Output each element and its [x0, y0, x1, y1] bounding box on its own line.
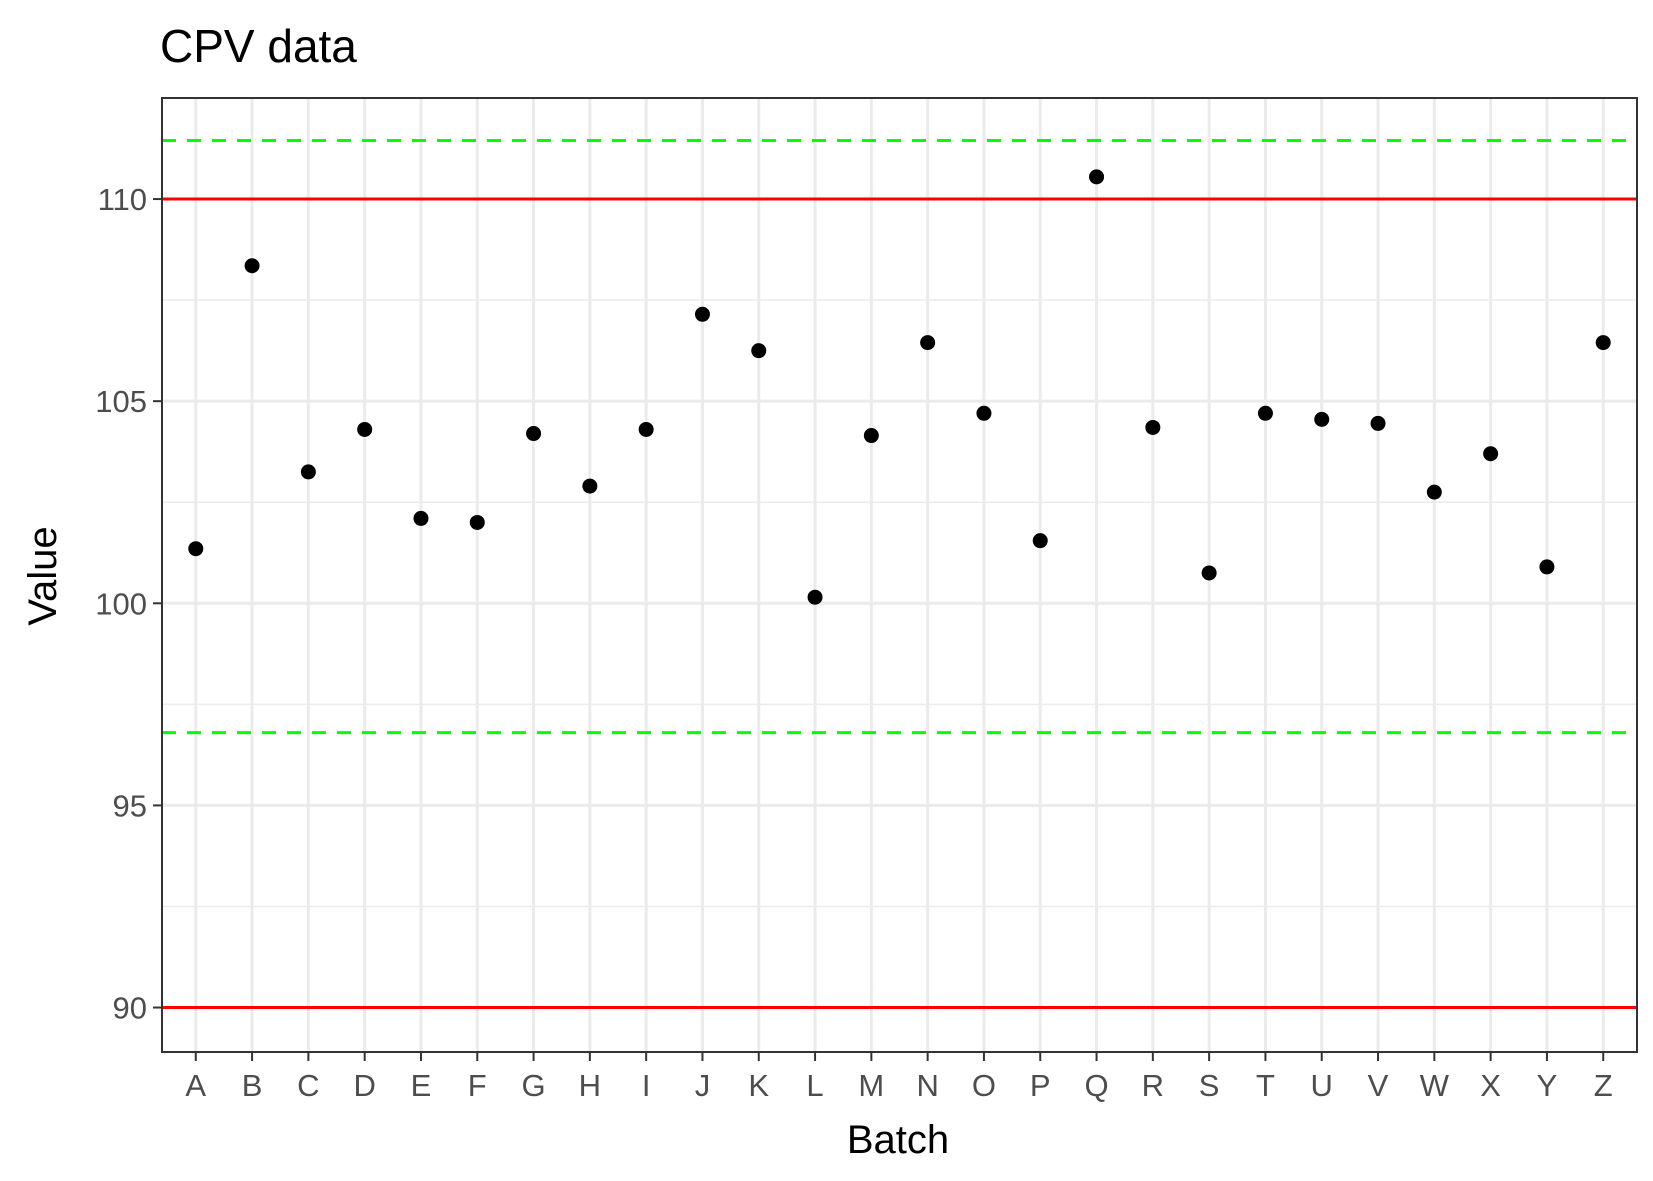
- data-point-T: [1257, 405, 1273, 421]
- x-tick-label: D: [353, 1068, 375, 1103]
- x-tick-label: K: [748, 1068, 769, 1103]
- data-point-O: [976, 405, 992, 421]
- data-points: [188, 169, 1611, 605]
- x-tick-label: A: [185, 1068, 206, 1103]
- chart-title: CPV data: [160, 20, 357, 72]
- x-tick-label: H: [579, 1068, 601, 1103]
- data-point-J: [694, 306, 710, 322]
- x-tick-label: G: [522, 1068, 546, 1103]
- grid: [162, 98, 1637, 1052]
- data-point-S: [1201, 565, 1217, 581]
- x-tick-label: N: [916, 1068, 938, 1103]
- x-tick-label: C: [297, 1068, 319, 1103]
- y-tick-label: 95: [113, 788, 147, 823]
- data-point-V: [1370, 415, 1386, 431]
- x-tick-label: E: [411, 1068, 432, 1103]
- x-tick-label: T: [1256, 1068, 1275, 1103]
- data-point-L: [807, 589, 823, 605]
- data-point-K: [751, 343, 767, 359]
- data-point-M: [863, 428, 879, 444]
- y-axis: 90 95 100 105 110: [95, 182, 162, 1026]
- reference-lines: [162, 138, 1637, 1010]
- x-axis-title: Batch: [847, 1118, 949, 1162]
- panel-border: [161, 97, 1638, 1053]
- x-tick-label: Q: [1084, 1068, 1108, 1103]
- data-point-Z: [1595, 335, 1611, 351]
- x-tick-label: V: [1368, 1068, 1389, 1103]
- x-tick-label: W: [1420, 1068, 1450, 1103]
- data-point-B: [244, 258, 260, 274]
- data-point-Q: [1089, 169, 1105, 185]
- y-axis-title: Value: [21, 526, 65, 625]
- x-tick-label: R: [1142, 1068, 1164, 1103]
- x-tick-label: U: [1311, 1068, 1333, 1103]
- data-point-P: [1032, 533, 1048, 549]
- x-tick-label: B: [242, 1068, 263, 1103]
- data-point-U: [1314, 411, 1330, 427]
- x-tick-label: I: [642, 1068, 651, 1103]
- data-point-Y: [1539, 559, 1555, 575]
- data-point-D: [357, 421, 373, 437]
- y-tick-label: 105: [95, 384, 147, 419]
- data-point-A: [188, 541, 204, 557]
- data-point-R: [1145, 419, 1161, 435]
- data-point-C: [300, 464, 316, 480]
- x-tick-label: M: [858, 1068, 884, 1103]
- data-point-N: [920, 335, 936, 351]
- data-point-X: [1483, 446, 1499, 462]
- x-tick-label: J: [695, 1068, 711, 1103]
- x-tick-label: O: [972, 1068, 996, 1103]
- x-tick-label: Z: [1594, 1068, 1613, 1103]
- x-tick-label: L: [806, 1068, 823, 1103]
- data-point-G: [526, 426, 542, 442]
- data-point-I: [638, 421, 654, 437]
- x-tick-label: X: [1480, 1068, 1501, 1103]
- y-tick-label: 90: [113, 991, 147, 1026]
- data-point-H: [582, 478, 598, 494]
- x-tick-label: F: [468, 1068, 487, 1103]
- x-tick-label: P: [1030, 1068, 1051, 1103]
- data-point-F: [469, 514, 485, 530]
- data-point-W: [1426, 484, 1442, 500]
- x-tick-label: Y: [1537, 1068, 1558, 1103]
- data-point-E: [413, 510, 429, 526]
- y-tick-label: 100: [95, 586, 147, 621]
- y-tick-label: 110: [98, 182, 147, 217]
- x-tick-label: S: [1199, 1068, 1220, 1103]
